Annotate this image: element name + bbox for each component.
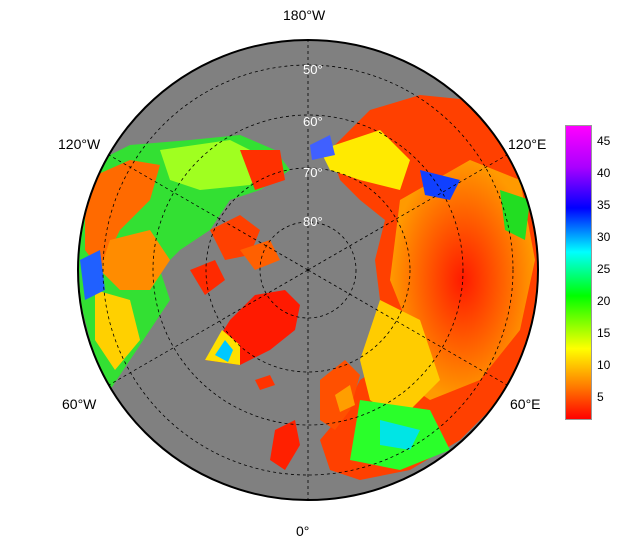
lat-label-80: 80° bbox=[303, 214, 323, 229]
lat-label-50: 50° bbox=[303, 62, 323, 77]
colorbar-tick-45: 45 bbox=[597, 134, 611, 148]
colorbar-tick-40: 40 bbox=[597, 166, 611, 180]
lat-label-70: 70° bbox=[303, 165, 323, 180]
colorbar bbox=[565, 125, 592, 420]
lon-label-60e: 60°E bbox=[510, 396, 541, 412]
lon-label-60w: 60°W bbox=[62, 396, 97, 412]
data-field bbox=[78, 95, 538, 480]
colorbar-tick-35: 35 bbox=[597, 198, 611, 212]
lat-label-60: 60° bbox=[303, 114, 323, 129]
map-rim bbox=[77, 39, 539, 501]
lon-label-120w: 120°W bbox=[58, 136, 101, 152]
lon-label-0: 0° bbox=[296, 523, 310, 539]
colorbar-tick-10: 10 bbox=[597, 358, 611, 372]
lon-label-120e: 120°E bbox=[508, 136, 547, 152]
colorbar-tick-15: 15 bbox=[597, 326, 611, 340]
colorbar-tick-25: 25 bbox=[597, 262, 611, 276]
graticule bbox=[102, 40, 514, 500]
colorbar-tick-20: 20 bbox=[597, 294, 611, 308]
colorbar-tick-5: 5 bbox=[597, 390, 604, 404]
lon-label-180w: 180°W bbox=[283, 7, 326, 23]
colorbar-tick-30: 30 bbox=[597, 230, 611, 244]
